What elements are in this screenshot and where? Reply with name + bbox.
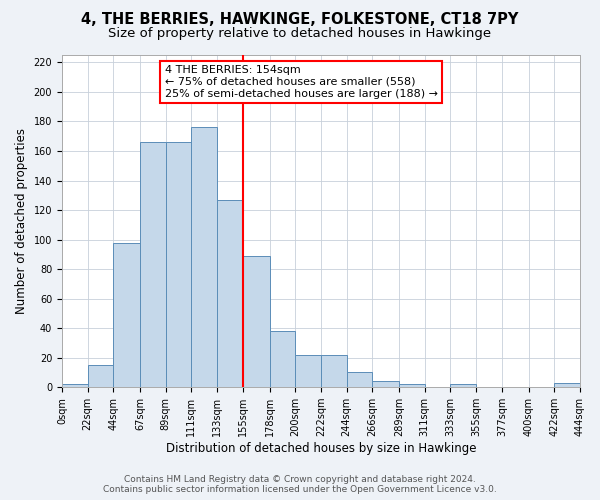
Bar [269, 331, 295, 387]
Text: Contains HM Land Registry data © Crown copyright and database right 2024.
Contai: Contains HM Land Registry data © Crown c… [103, 474, 497, 494]
Bar [399, 384, 425, 387]
Bar [88, 365, 113, 387]
Y-axis label: Number of detached properties: Number of detached properties [15, 128, 28, 314]
Bar [372, 382, 399, 387]
Bar [554, 383, 580, 387]
Bar [113, 242, 140, 387]
Bar [62, 384, 88, 387]
Text: Size of property relative to detached houses in Hawkinge: Size of property relative to detached ho… [109, 28, 491, 40]
Bar [191, 128, 217, 387]
Bar [347, 372, 372, 387]
Text: 4 THE BERRIES: 154sqm
← 75% of detached houses are smaller (558)
25% of semi-det: 4 THE BERRIES: 154sqm ← 75% of detached … [164, 66, 437, 98]
Bar [243, 256, 269, 387]
X-axis label: Distribution of detached houses by size in Hawkinge: Distribution of detached houses by size … [166, 442, 476, 455]
Bar [451, 384, 476, 387]
Bar [217, 200, 243, 387]
Text: 4, THE BERRIES, HAWKINGE, FOLKESTONE, CT18 7PY: 4, THE BERRIES, HAWKINGE, FOLKESTONE, CT… [82, 12, 518, 28]
Bar [166, 142, 191, 387]
Bar [140, 142, 166, 387]
Bar [321, 354, 347, 387]
Bar [295, 354, 321, 387]
